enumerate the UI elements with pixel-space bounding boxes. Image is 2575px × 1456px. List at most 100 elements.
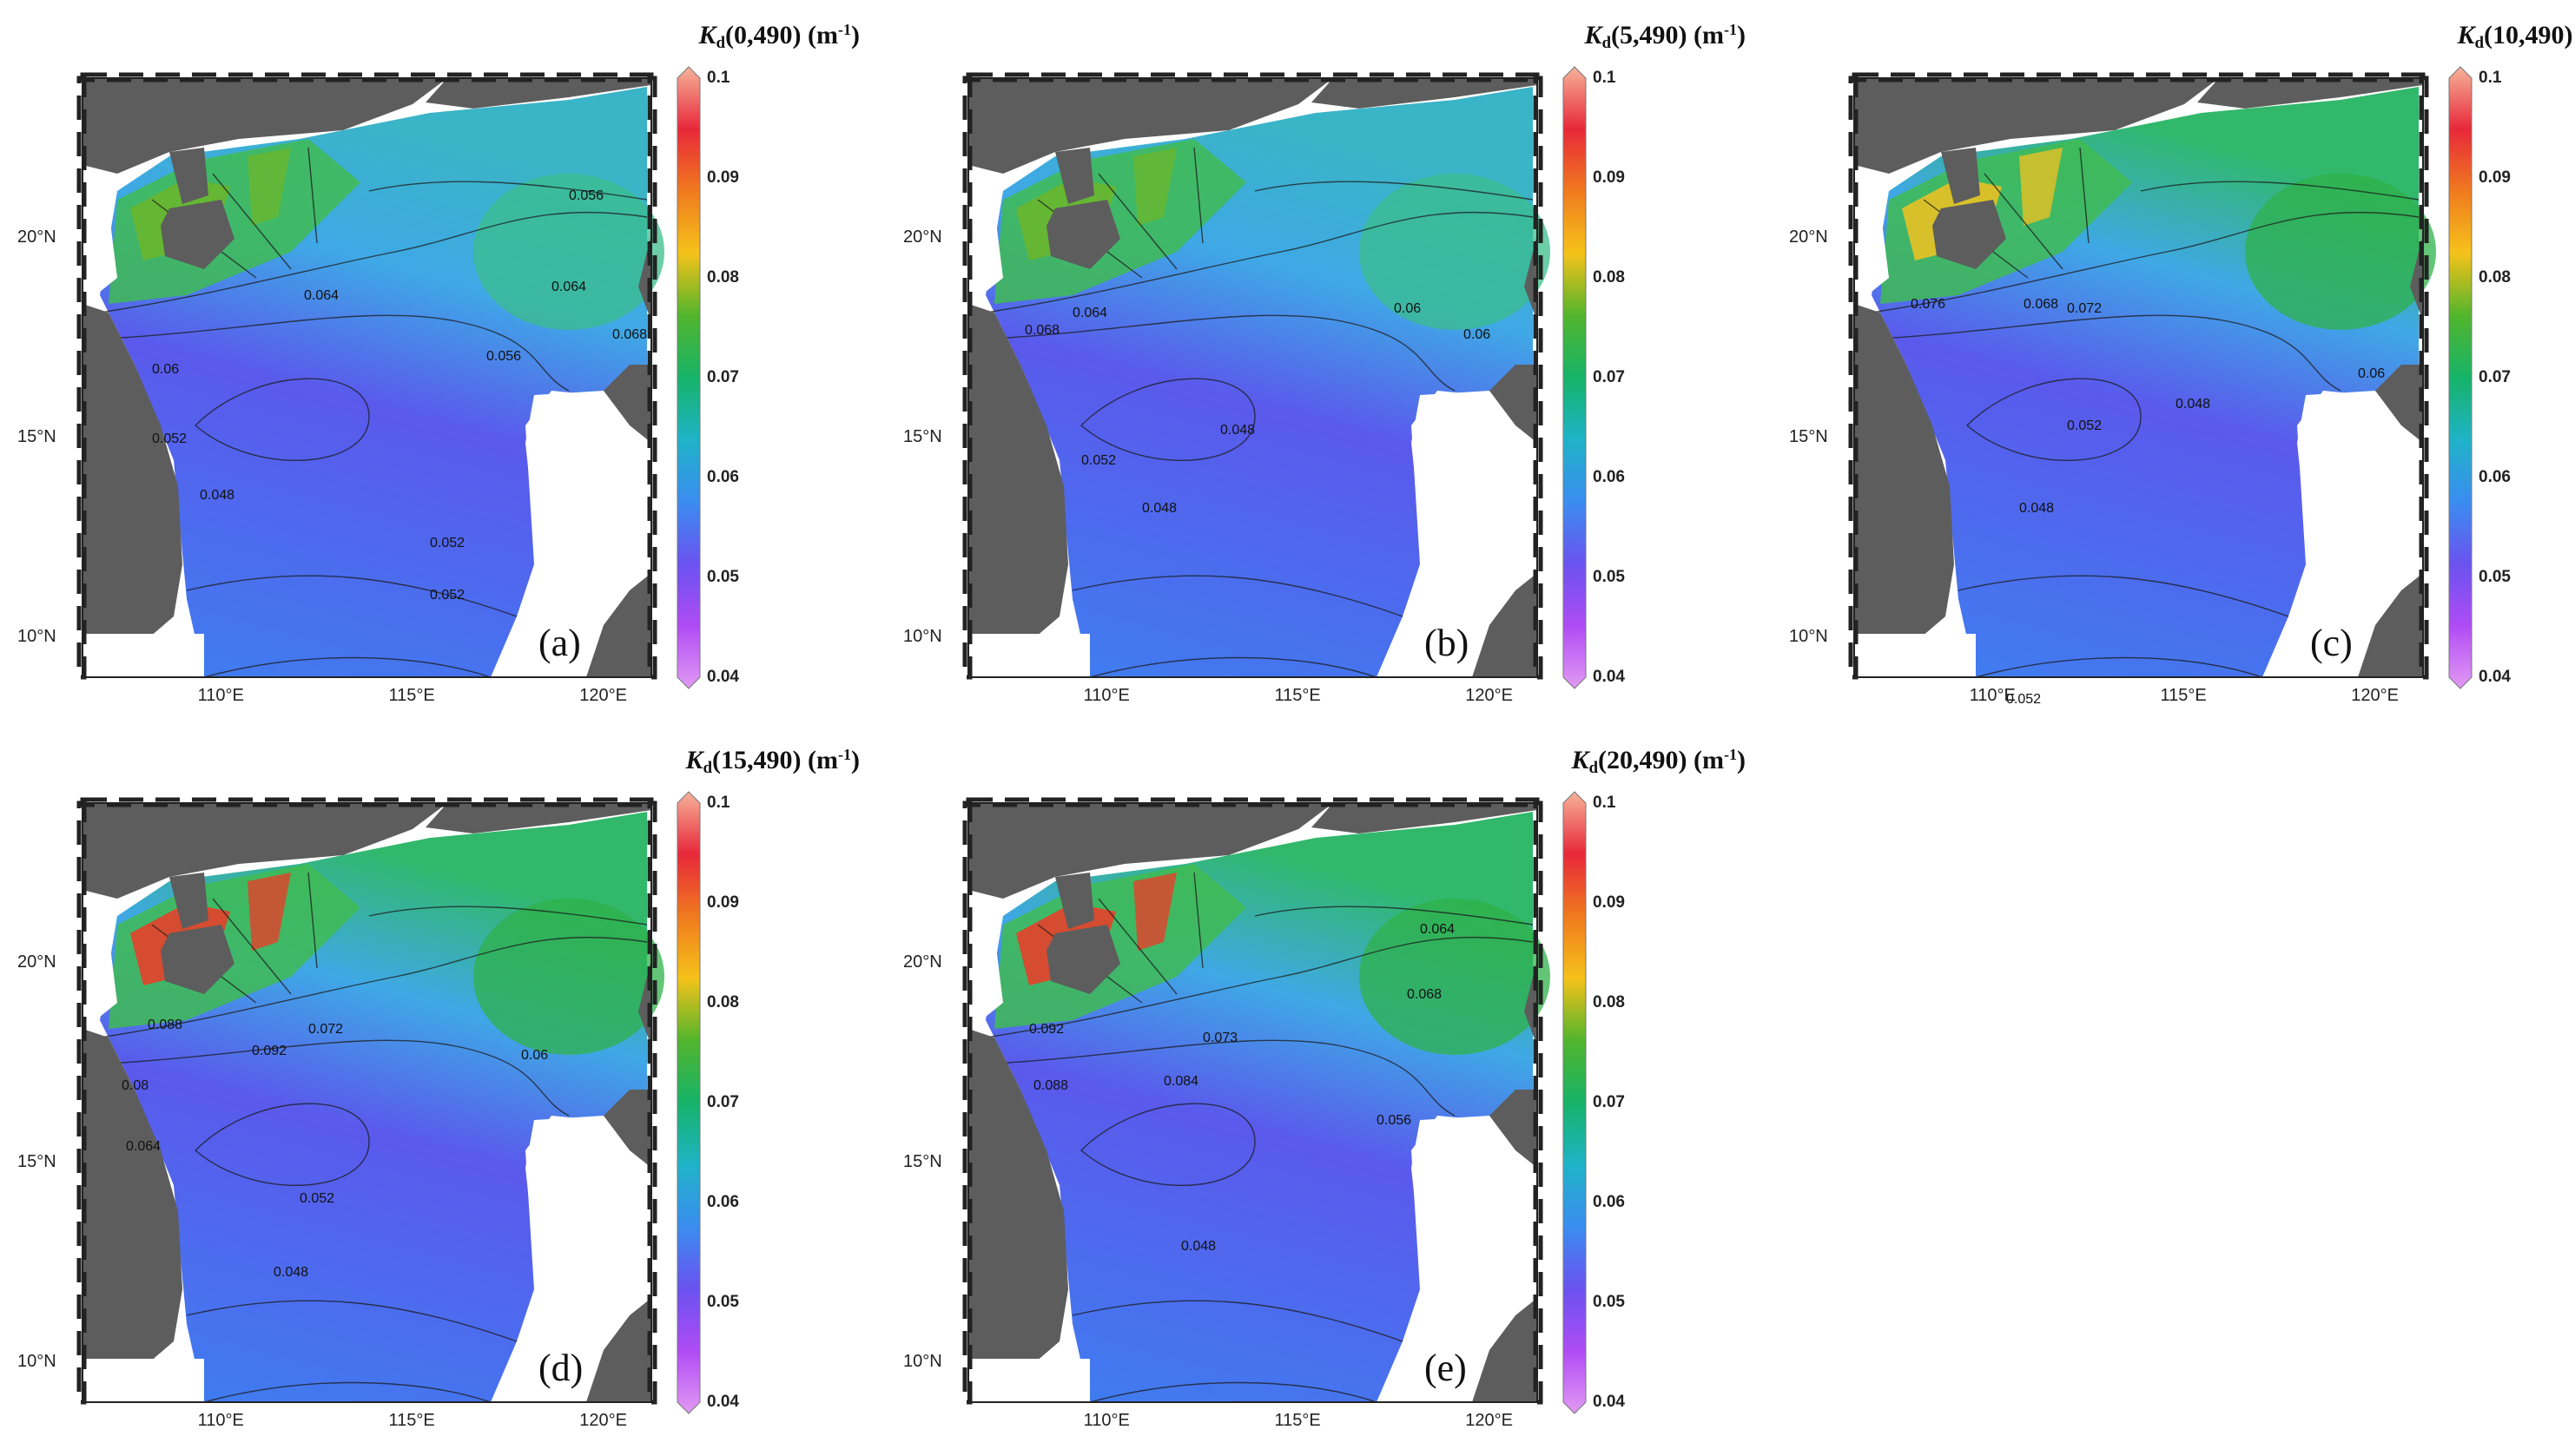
map-panel-b: 0.0680.060.0640.060.0520.0480.0480.052Kd… xyxy=(903,9,1772,705)
land-leizhou xyxy=(1055,148,1094,204)
panel-title: Kd(0,490) (m-1) xyxy=(698,21,860,53)
longitude-tick-label: 115°E xyxy=(1274,686,1321,705)
colorbar-gradient xyxy=(677,66,701,689)
luzon-strait-zone xyxy=(1359,174,1550,330)
gulf-blank xyxy=(968,933,1003,1020)
contour-line xyxy=(99,936,648,1038)
land-indochina xyxy=(968,304,1068,677)
contour-label: 0.052 xyxy=(1081,453,1116,468)
colorbar-gradient xyxy=(677,791,701,1414)
title-symbol: K xyxy=(698,21,716,49)
gulf-blank xyxy=(968,208,1003,295)
contour-label: 0.088 xyxy=(1033,1078,1068,1093)
contour-line xyxy=(212,173,292,270)
contour-line xyxy=(1089,656,1377,678)
colorbar-tick-label: 0.08 xyxy=(1593,268,1625,287)
colorbar-tick-label: 0.06 xyxy=(707,1193,739,1211)
latitude-tick-label: 10°N xyxy=(903,1352,942,1371)
contour-label: 0.068 xyxy=(1407,987,1442,1002)
land-coast-north xyxy=(426,78,651,109)
contour-label: 0.08 xyxy=(122,1078,149,1093)
contour-label: 0.084 xyxy=(1164,1074,1198,1089)
contour-line xyxy=(1984,173,2063,270)
latitude-tick-label: 10°N xyxy=(17,627,56,646)
luzon-strait-zone xyxy=(473,899,664,1055)
title-args: (10,490) (m xyxy=(2484,21,2575,49)
contour-line xyxy=(1958,575,2289,617)
land-luzon-white xyxy=(1377,1116,1537,1402)
longitude-tick-label: 110°E xyxy=(1969,686,2016,705)
colorbar-tick-label: 0.08 xyxy=(1593,993,1625,1011)
contour-label: 0.048 xyxy=(1220,423,1255,438)
river-plume-zone xyxy=(1133,148,1177,226)
panel-letter-label: (d) xyxy=(538,1347,584,1389)
land-coast-north xyxy=(2197,78,2423,109)
colorbar-tick-label: 0.09 xyxy=(707,168,739,187)
land-luzon-white xyxy=(491,391,651,677)
contour-label: 0.048 xyxy=(2019,501,2054,516)
colorbar-tick-label: 0.04 xyxy=(1593,1393,1625,1411)
contour-label: 0.056 xyxy=(569,188,604,203)
longitude-tick-label: 120°E xyxy=(579,1411,627,1430)
contour-label: 0.072 xyxy=(2067,301,2102,316)
contour-label: 0.056 xyxy=(486,349,521,364)
colorbar-tick-label: 0.08 xyxy=(2479,268,2511,287)
land-south-china xyxy=(83,78,447,174)
map-panel-a: 0.064 0.056 0.064 0.068 0.06 0.056 0.052 0.048 0… xyxy=(17,9,886,705)
contour-line xyxy=(1080,1103,1256,1186)
land-palawan xyxy=(1472,573,1537,677)
colorbar-tick-label: 0.09 xyxy=(2479,168,2511,187)
frame-dash-right xyxy=(1533,76,1543,680)
frame-dash-right xyxy=(2419,76,2429,680)
colorbar-tick-label: 0.09 xyxy=(707,893,739,912)
contour-line xyxy=(1072,1300,1403,1342)
river-plume-zone xyxy=(2019,148,2063,226)
latitude-tick-label: 20°N xyxy=(17,952,56,972)
colorbar-tick-label: 0.08 xyxy=(707,268,739,287)
contour-label: 0.064 xyxy=(304,288,339,303)
map-panel-c: 0.076 0.068 0.072 0.06 0.048 0.052 0.048 0.052 K… xyxy=(1789,9,2575,705)
contour-label: 0.052 xyxy=(300,1191,334,1206)
panel-letter-label: (a) xyxy=(538,622,581,664)
land-palawan xyxy=(2358,573,2423,677)
contour-label: 0.064 xyxy=(126,1139,161,1154)
map-panel-d: 0.088 0.08 0.092 0.072 0.064 0.06 0.052 0.048 0.… xyxy=(17,734,886,1430)
contour-line xyxy=(1254,906,1534,926)
coastal-green-zone xyxy=(109,139,360,304)
contour-label: 0.072 xyxy=(308,1022,343,1037)
land-luzon-north xyxy=(604,1090,651,1168)
colorbar-tick-label: 0.05 xyxy=(1593,1293,1625,1311)
title-close: ) xyxy=(851,21,860,49)
frame-dash-right xyxy=(647,76,657,680)
latitude-tick-label: 10°N xyxy=(903,627,942,646)
land-hainan xyxy=(1932,200,2006,269)
longitude-tick-label: 115°E xyxy=(1274,1411,1321,1430)
contour-line xyxy=(2079,147,2090,244)
contour-line xyxy=(1975,656,2263,678)
title-args: (0,490) (m xyxy=(725,21,838,49)
title-subscript: d xyxy=(1588,759,1599,777)
panel-letter-label: (c) xyxy=(2310,622,2353,664)
land-indochina xyxy=(83,304,182,677)
land-coast-north xyxy=(1311,78,1537,109)
longitude-tick-label: 120°E xyxy=(579,686,627,705)
contour-label: 0.068 xyxy=(1025,323,1060,338)
latitude-tick-label: 20°N xyxy=(1789,227,1828,247)
contour-label: 0.092 xyxy=(252,1044,287,1058)
contour-line xyxy=(186,575,518,617)
land-coast-north xyxy=(426,803,651,833)
land-leizhou xyxy=(1055,873,1094,929)
contour-line xyxy=(1193,147,1204,244)
contour-label: 0.052 xyxy=(430,536,465,550)
land-indochina xyxy=(1854,304,1954,677)
colorbar-tick-label: 0.07 xyxy=(2479,368,2511,386)
land-coast-north xyxy=(1311,803,1537,833)
colorbar-gradient xyxy=(2448,66,2473,689)
land-indochina xyxy=(968,1029,1068,1402)
colorbar xyxy=(2448,66,2473,689)
colorbar-tick-label: 0.04 xyxy=(707,1393,739,1411)
contour-line xyxy=(108,1039,570,1117)
longitude-tick-label: 110°E xyxy=(1083,686,1130,705)
latitude-tick-label: 10°N xyxy=(1789,627,1828,646)
